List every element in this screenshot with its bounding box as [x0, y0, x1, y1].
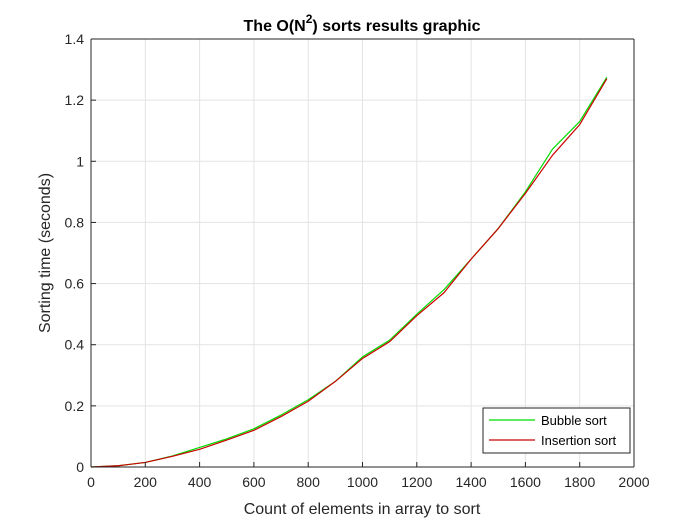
x-tick-label: 200 [134, 474, 158, 490]
chart-title: The O(N2) sorts results graphic [244, 12, 481, 35]
title-suffix: ) sorts results graphic [312, 18, 480, 35]
y-tick-label: 1 [76, 153, 84, 169]
y-tick-label: 0.8 [65, 214, 85, 230]
x-tick-label: 1200 [401, 474, 432, 490]
x-axis-label: Count of elements in array to sort [244, 501, 481, 518]
x-tick-label: 800 [297, 474, 321, 490]
x-tick-label: 1400 [456, 474, 487, 490]
series-line-insertion-sort [90, 78, 608, 468]
x-tick-label: 600 [242, 474, 266, 490]
x-tick-label: 0 [87, 474, 95, 490]
axes [90, 38, 635, 468]
title-prefix: The O(N [244, 18, 306, 35]
legend: Bubble sort Insertion sort [482, 407, 631, 454]
y-tick-label: 0.4 [65, 337, 85, 353]
x-tick-label: 1600 [510, 474, 541, 490]
title-superscript: 2 [306, 12, 313, 26]
y-tick-label: 0 [76, 459, 84, 475]
legend-label-bubble-sort: Bubble sort [541, 413, 607, 428]
y-axis-label: Sorting time (seconds) [37, 173, 54, 333]
y-tick-label: 1.4 [65, 31, 85, 47]
tick-labels: 0 200 400 600 800 1000 1200 1400 1600 1800 2000 0 0.… [65, 31, 650, 490]
x-tick-label: 1800 [564, 474, 595, 490]
legend-box [482, 407, 631, 454]
series-lines [90, 76, 608, 468]
x-tick-label: 400 [188, 474, 212, 490]
y-tick-label: 1.2 [65, 92, 85, 108]
legend-label-insertion-sort: Insertion sort [541, 433, 617, 448]
x-tick-label: 2000 [618, 474, 649, 490]
y-tick-label: 0.6 [65, 276, 85, 292]
y-tick-label: 0.2 [65, 398, 85, 414]
x-tick-label: 1000 [347, 474, 378, 490]
